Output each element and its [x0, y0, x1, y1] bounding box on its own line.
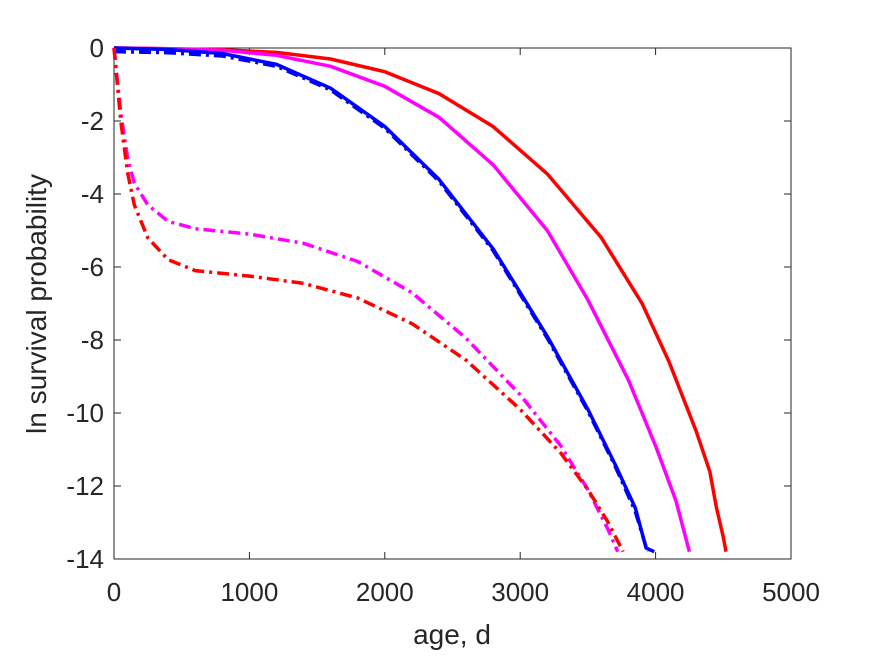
y-tick-label: -4	[81, 179, 104, 209]
x-tick-label: 1000	[220, 577, 278, 607]
axes: 0 1000 2000 3000 4000 5000 0 -2 -4 -6 -8 -10 -12 -14	[66, 33, 820, 607]
y-tick-label: -10	[66, 398, 104, 428]
series-line-2	[113, 46, 692, 553]
series-line-1	[113, 46, 728, 553]
y-tick-label: -6	[81, 252, 104, 282]
x-tick-label: 2000	[356, 577, 414, 607]
y-tick-label: 0	[90, 33, 104, 63]
series-group	[112, 46, 728, 554]
y-tick-label: -2	[81, 106, 104, 136]
series-line-4	[113, 49, 650, 553]
x-axis-label: age, d	[413, 619, 491, 650]
y-axis-label: ln survival probability	[21, 174, 52, 434]
y-tick-label: -12	[66, 471, 104, 501]
x-tick-label: 4000	[627, 577, 685, 607]
x-tick-label: 5000	[762, 577, 820, 607]
plot-frame	[113, 47, 792, 560]
x-tick-label: 0	[107, 577, 121, 607]
series-line-5	[112, 47, 620, 553]
y-tick-label: -14	[66, 544, 104, 574]
y-tick-label: -8	[81, 325, 104, 355]
x-tick-label: 3000	[491, 577, 549, 607]
